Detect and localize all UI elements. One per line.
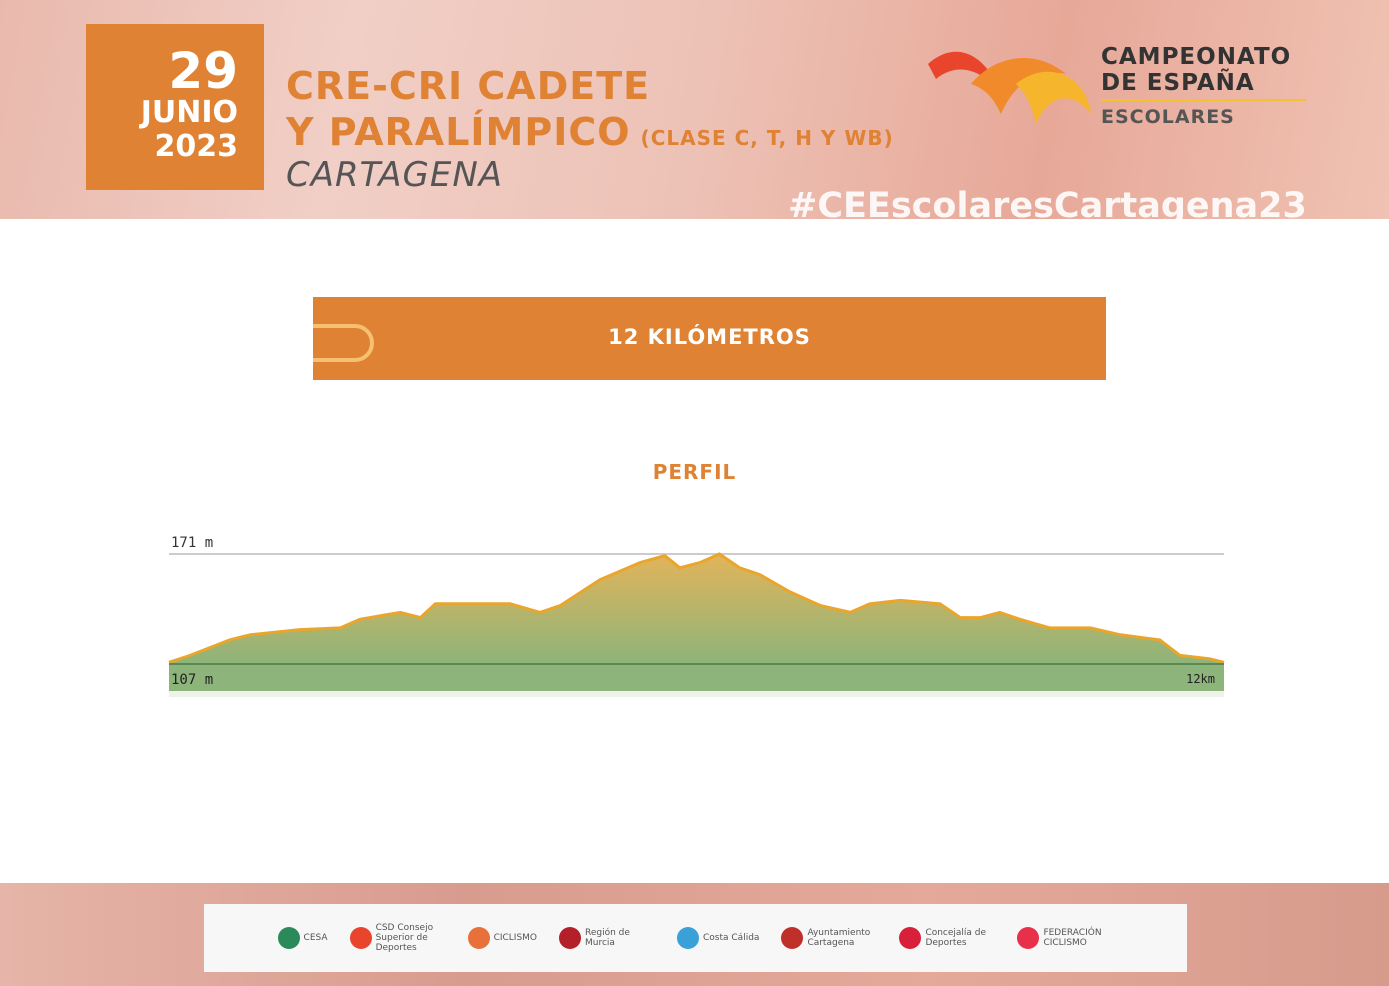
hashtag: #CEEscolaresCartagena23 — [788, 186, 1307, 219]
brand-line1: CAMPEONATO — [1101, 44, 1292, 70]
class-text: (CLASE C, T, H Y WB) — [640, 126, 894, 150]
y-min-label: 107 m — [171, 672, 213, 688]
sponsor-emblem-icon — [467, 927, 490, 949]
x-max-label: 12km — [1186, 672, 1215, 686]
track-icon — [313, 324, 374, 362]
date-month: JUNIO — [140, 95, 238, 130]
base-strip — [169, 691, 1224, 697]
sponsor-logo: CICLISMO — [467, 927, 538, 949]
sponsor-logo: Ayuntamiento Cartagena — [781, 927, 877, 949]
y-max-label: 171 m — [171, 535, 213, 551]
brand-name: CAMPEONATO DE ESPAÑA — [1101, 44, 1291, 96]
sponsor-logo: CSD Consejo Superior de Deportes — [349, 923, 446, 953]
sponsor-emblem-icon — [349, 927, 372, 949]
date-year: 2023 — [154, 129, 239, 164]
sponsor-name: CSD Consejo Superior de Deportes — [375, 923, 434, 953]
brand-divider — [1101, 99, 1306, 101]
sponsor-emblem-icon — [1017, 927, 1040, 949]
sponsor-emblem-icon — [899, 927, 922, 949]
sponsor-emblem-icon — [559, 927, 582, 949]
sponsor-logo: CESA — [277, 927, 328, 949]
distance-banner: 12 KILÓMETROS — [313, 297, 1106, 380]
profile-title: PERFIL — [652, 460, 737, 484]
event-city: CARTAGENA — [286, 155, 504, 195]
sponsor-emblem-icon — [781, 927, 804, 949]
brand-line2: DE ESPAÑA — [1101, 70, 1255, 96]
sponsor-logos: CESA CSD Consejo Superior de Deportes CICL… — [204, 904, 1187, 972]
sponsor-logo: Costa Cálida — [677, 927, 759, 949]
date-day: 29 — [168, 42, 238, 100]
elevation-profile-chart: 171 m 107 m 12km — [168, 535, 1225, 697]
brand-line3: ESCOLARES — [1101, 106, 1235, 128]
sponsor-name: CESA — [303, 933, 328, 943]
sponsor-name: Costa Cálida — [703, 933, 760, 943]
sponsor-name: Concejalía de Deportes — [925, 928, 987, 948]
title-text: Y PARALÍMPICO — [286, 110, 631, 154]
sponsor-logo: FEDERACIÓN CICLISMO — [1017, 927, 1113, 949]
sponsor-name: CICLISMO — [493, 933, 538, 943]
sponsor-logo: Región de Murcia — [559, 927, 655, 949]
event-title-line2: Y PARALÍMPICO (CLASE C, T, H Y WB) — [286, 110, 894, 154]
elevation-area — [169, 554, 1224, 664]
sponsor-name: Ayuntamiento Cartagena — [807, 928, 871, 948]
sponsor-logo: Concejalía de Deportes — [899, 927, 995, 949]
sponsor-emblem-icon — [677, 927, 700, 949]
base-band — [169, 664, 1224, 691]
sponsor-emblem-icon — [277, 927, 300, 949]
championship-logo-icon — [928, 51, 1091, 124]
event-title-line1: CRE-CRI CADETE — [286, 64, 651, 108]
distance-label: 12 KILÓMETROS — [608, 325, 811, 349]
header-banner: 29 JUNIO 2023 CRE-CRI CADETE Y PARALÍMPI… — [0, 0, 1389, 219]
sponsor-name: FEDERACIÓN CICLISMO — [1043, 928, 1102, 948]
sponsor-name: Región de Murcia — [585, 928, 630, 948]
elevation-line — [168, 552, 1225, 664]
date-box: 29 JUNIO 2023 — [86, 24, 264, 190]
